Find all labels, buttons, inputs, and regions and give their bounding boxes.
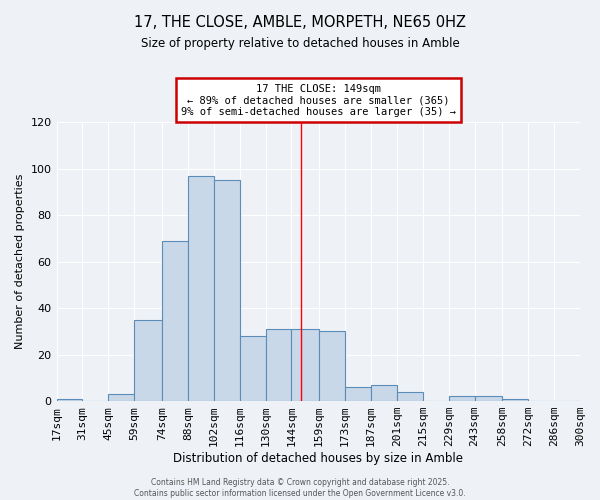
Bar bbox=[109, 394, 134, 401]
Bar bbox=[475, 396, 502, 401]
Bar bbox=[292, 329, 319, 401]
Bar bbox=[371, 385, 397, 401]
Bar bbox=[319, 332, 345, 401]
Y-axis label: Number of detached properties: Number of detached properties bbox=[15, 174, 25, 350]
Bar bbox=[162, 241, 188, 401]
Bar bbox=[580, 399, 600, 401]
Text: 17 THE CLOSE: 149sqm
← 89% of detached houses are smaller (365)
9% of semi-detac: 17 THE CLOSE: 149sqm ← 89% of detached h… bbox=[181, 84, 456, 116]
Bar bbox=[449, 396, 475, 401]
Bar bbox=[239, 336, 266, 401]
Bar bbox=[266, 329, 292, 401]
Bar bbox=[188, 176, 214, 401]
Bar bbox=[214, 180, 239, 401]
Text: Size of property relative to detached houses in Amble: Size of property relative to detached ho… bbox=[140, 38, 460, 51]
Text: 17, THE CLOSE, AMBLE, MORPETH, NE65 0HZ: 17, THE CLOSE, AMBLE, MORPETH, NE65 0HZ bbox=[134, 15, 466, 30]
X-axis label: Distribution of detached houses by size in Amble: Distribution of detached houses by size … bbox=[173, 452, 463, 465]
Bar bbox=[134, 320, 162, 401]
Text: Contains HM Land Registry data © Crown copyright and database right 2025.
Contai: Contains HM Land Registry data © Crown c… bbox=[134, 478, 466, 498]
Bar bbox=[397, 392, 423, 401]
Bar bbox=[345, 387, 371, 401]
Bar bbox=[56, 399, 82, 401]
Bar bbox=[502, 399, 528, 401]
